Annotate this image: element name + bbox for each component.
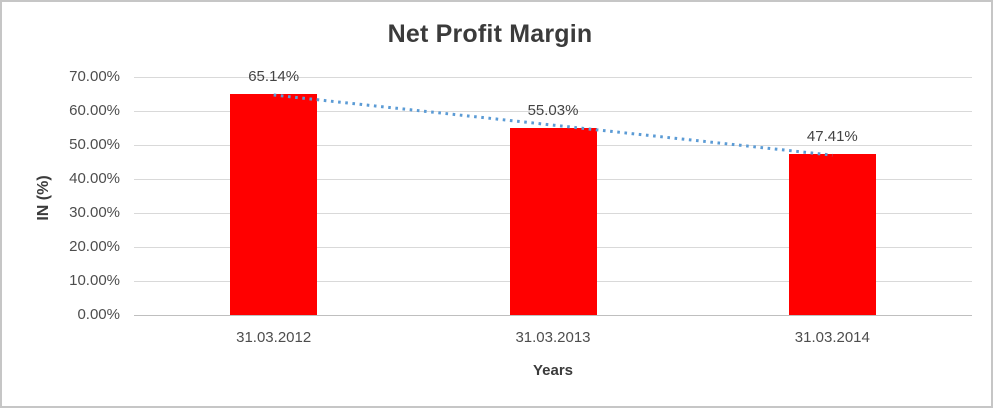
y-tick-label: 50.00% xyxy=(69,136,120,153)
x-tick-label: 31.03.2014 xyxy=(794,329,870,346)
bar-31.03.2012 xyxy=(230,93,318,315)
gridline xyxy=(134,111,972,112)
chart-title: Net Profit Margin xyxy=(387,20,593,48)
plot-area: 65.14% 55.03% 47.41% xyxy=(134,68,972,316)
y-tick-label: 0.00% xyxy=(77,306,120,323)
gridline xyxy=(134,77,972,78)
bar-31.03.2013 xyxy=(509,127,597,315)
x-axis-line xyxy=(134,315,972,316)
x-tick-label: 31.03.2012 xyxy=(236,329,312,346)
x-tick-label: 31.03.2013 xyxy=(515,329,591,346)
bar-data-label: 65.14% xyxy=(248,67,300,85)
y-tick-label: 20.00% xyxy=(69,238,120,255)
y-tick-label: 30.00% xyxy=(69,204,120,221)
bar-data-label: 47.41% xyxy=(806,127,858,145)
bar-data-label: 55.03% xyxy=(527,101,579,119)
x-axis-title: Years xyxy=(532,362,574,379)
y-tick-label: 60.00% xyxy=(69,102,120,119)
y-tick-label: 70.00% xyxy=(69,68,120,85)
y-tick-label: 10.00% xyxy=(69,272,120,289)
trendline xyxy=(273,93,833,157)
bar-31.03.2014 xyxy=(788,153,876,315)
y-tick-label: 40.00% xyxy=(69,170,120,187)
